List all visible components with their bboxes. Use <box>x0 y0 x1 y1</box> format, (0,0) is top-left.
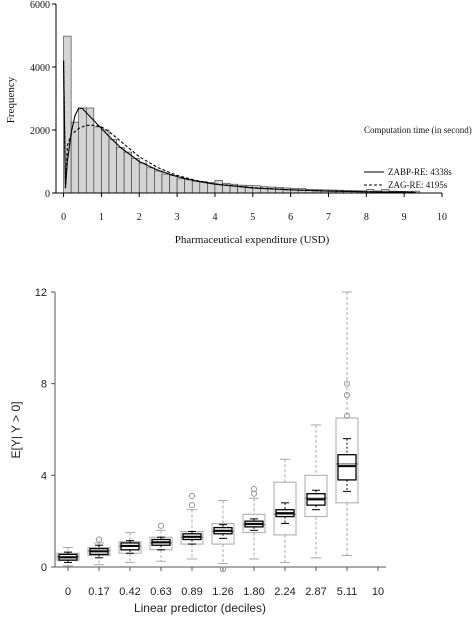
histogram-bar <box>176 178 185 194</box>
outlier-point <box>188 502 196 509</box>
histogram-bar <box>70 121 80 194</box>
boxplot-x-tick-label: 0.63 <box>150 586 171 598</box>
histogram-bar <box>184 179 193 194</box>
legend-entry-zabp-re: ZABP-RE: 4338s <box>388 167 452 177</box>
boxplot-x-tick-label: 2.87 <box>305 586 326 598</box>
histogram-bar <box>138 162 148 194</box>
histogram-bar <box>191 180 201 194</box>
histogram-bar <box>93 126 102 194</box>
boxplot-x-tick-label: 1.80 <box>243 586 264 598</box>
histogram-y-axis-label: Frequency <box>5 76 17 123</box>
histogram-legend: Computation time (in second) ZABP-RE: 43… <box>364 125 472 190</box>
histogram-axes: 0 2000 4000 6000 0 1 2 3 4 5 6 7 8 9 10 <box>30 0 447 223</box>
outlier-point <box>343 412 351 419</box>
legend-title: Computation time (in second) <box>364 125 472 135</box>
boxplot-x-tick-label: 2.24 <box>274 586 295 598</box>
outlier-point <box>343 380 351 387</box>
histogram-bar <box>161 173 170 194</box>
histogram-bar <box>108 139 117 194</box>
histogram-x-tick-label: 3 <box>175 212 180 223</box>
boxplot-axes: 0 4 8 12 0 0.17 0.42 0.63 0.89 1.26 1.80 2.24 2.87 5.… <box>35 287 386 598</box>
histogram-bars <box>63 35 420 194</box>
histogram-bar <box>154 170 163 194</box>
outlier-point <box>95 536 103 543</box>
outlier-point <box>343 392 351 399</box>
boxplot-groups <box>56 291 359 573</box>
histogram-bar <box>282 187 291 194</box>
boxplot-y-tick-label: 4 <box>41 470 47 482</box>
boxplot-x-tick-label: 0.89 <box>181 586 202 598</box>
histogram-bar <box>214 180 223 194</box>
boxplot-x-tick-label: 1.26 <box>212 586 233 598</box>
outlier-point <box>250 485 258 493</box>
histogram-bar <box>78 107 87 194</box>
histogram-x-tick-label: 8 <box>364 212 369 223</box>
grey-box <box>335 417 359 504</box>
histogram-x-tick-label: 4 <box>212 212 217 223</box>
histogram-bar <box>101 129 110 194</box>
histogram-bar <box>252 185 261 194</box>
histogram-bar <box>123 151 132 194</box>
histogram-bar <box>275 187 284 194</box>
boxplot-x-tick-label: 0.17 <box>88 586 109 598</box>
density-curves <box>63 60 416 193</box>
histogram-bar <box>116 147 125 194</box>
boxplot-y-axis-label: E[Y| Y > 0] <box>9 401 23 458</box>
histogram-bar <box>290 187 299 194</box>
histogram-x-axis-label: Pharmaceutical expenditure (USD) <box>175 234 330 246</box>
histogram-y-tick-label: 0 <box>45 189 50 200</box>
boxplot-x-tick-label: 0 <box>65 586 71 598</box>
histogram-x-tick-label: 0 <box>61 212 66 223</box>
boxplot-y-tick-label: 12 <box>35 287 47 299</box>
histogram-bar <box>169 175 178 194</box>
black-box <box>337 454 357 481</box>
histogram-y-tick-label: 4000 <box>30 63 50 74</box>
histogram-x-tick-label: 10 <box>437 212 447 223</box>
histogram-x-tick-label: 9 <box>402 212 407 223</box>
boxplot-x-tick-label: 5.11 <box>337 586 358 598</box>
histogram-bar <box>85 107 95 194</box>
legend-entry-zag-re: ZAG-RE: 4195s <box>388 180 448 190</box>
histogram-x-tick-label: 7 <box>326 212 331 223</box>
histogram-bar <box>146 167 155 194</box>
histogram-chart: 0 2000 4000 6000 0 1 2 3 4 5 6 7 8 9 10 Frequency Phar… <box>5 0 472 246</box>
boxplot-x-tick-label: 0.42 <box>119 586 140 598</box>
boxplot-y-tick-label: 0 <box>41 562 47 574</box>
outlier-point <box>188 492 196 500</box>
zabp-re-density-line <box>63 60 416 193</box>
outlier-point <box>250 490 258 497</box>
outlier-point <box>157 522 165 529</box>
histogram-x-tick-label: 5 <box>250 212 255 223</box>
boxplot-chart: 0 4 8 12 0 0.17 0.42 0.63 0.89 1.26 1.80 2.24 2.87 5.… <box>9 287 386 615</box>
histogram-x-tick-label: 1 <box>99 212 104 223</box>
boxplot-y-tick-label: 8 <box>41 379 47 391</box>
histogram-bar <box>267 186 276 194</box>
grey-box <box>304 474 328 518</box>
zag-re-density-line <box>63 60 416 193</box>
boxplot-x-tick-label: 10 <box>372 586 384 598</box>
histogram-x-tick-label: 6 <box>288 212 293 223</box>
outlier-point <box>219 566 227 573</box>
histogram-bar <box>131 158 140 194</box>
histogram-x-tick-label: 2 <box>137 212 142 223</box>
histogram-y-tick-label: 2000 <box>30 126 50 137</box>
histogram-y-tick-label: 6000 <box>30 0 50 11</box>
boxplot-x-axis-label: Linear predictor (deciles) <box>134 601 266 615</box>
histogram-bar <box>199 181 208 194</box>
